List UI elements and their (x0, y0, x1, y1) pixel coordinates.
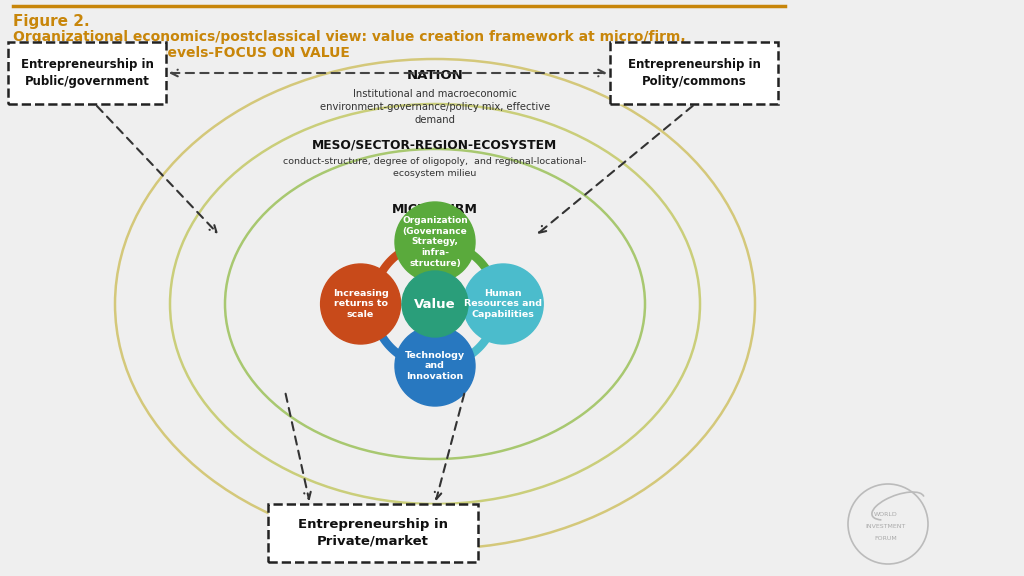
Text: NATION: NATION (407, 69, 464, 82)
Text: FORUM: FORUM (874, 536, 897, 540)
Circle shape (402, 271, 468, 337)
Text: Technology
and
Innovation: Technology and Innovation (404, 351, 465, 381)
Circle shape (395, 326, 475, 406)
Circle shape (395, 202, 475, 282)
Text: conduct-structure, degree of oligopoly,  and regional-locational-
ecosystem mili: conduct-structure, degree of oligopoly, … (284, 157, 587, 178)
Text: Organizational economics/postclassical view: value creation framework at micro/f: Organizational economics/postclassical v… (13, 30, 686, 44)
Text: Human
Resources and
Capabilities: Human Resources and Capabilities (464, 289, 542, 319)
Text: INVESTMENT: INVESTMENT (866, 524, 906, 529)
Text: MICRO/FIRM: MICRO/FIRM (392, 202, 478, 215)
Text: Figure 2.: Figure 2. (13, 14, 90, 29)
Text: Organization
(Governance
Strategy,
infra-
structure): Organization (Governance Strategy, infra… (402, 216, 468, 268)
Bar (610, 42, 778, 104)
Text: MESO/SECTOR-REGION-ECOSYSTEM: MESO/SECTOR-REGION-ECOSYSTEM (312, 139, 558, 152)
Text: Value: Value (414, 297, 456, 310)
Circle shape (463, 264, 543, 344)
Text: meso and national levels-FOCUS ON VALUE: meso and national levels-FOCUS ON VALUE (13, 46, 350, 60)
Text: Entrepreneurship in
Private/market: Entrepreneurship in Private/market (298, 518, 449, 548)
Text: Entrepreneurship in
Polity/commons: Entrepreneurship in Polity/commons (628, 58, 761, 88)
Text: Entrepreneurship in
Public/government: Entrepreneurship in Public/government (20, 58, 154, 88)
Circle shape (321, 264, 400, 344)
Text: Institutional and macroeconomic
environment-governance/policy mix, effective
dem: Institutional and macroeconomic environm… (319, 89, 550, 126)
Text: WORLD: WORLD (874, 511, 898, 517)
Bar (8, 42, 166, 104)
Text: Increasing
returns to
scale: Increasing returns to scale (333, 289, 388, 319)
Bar (268, 504, 478, 562)
